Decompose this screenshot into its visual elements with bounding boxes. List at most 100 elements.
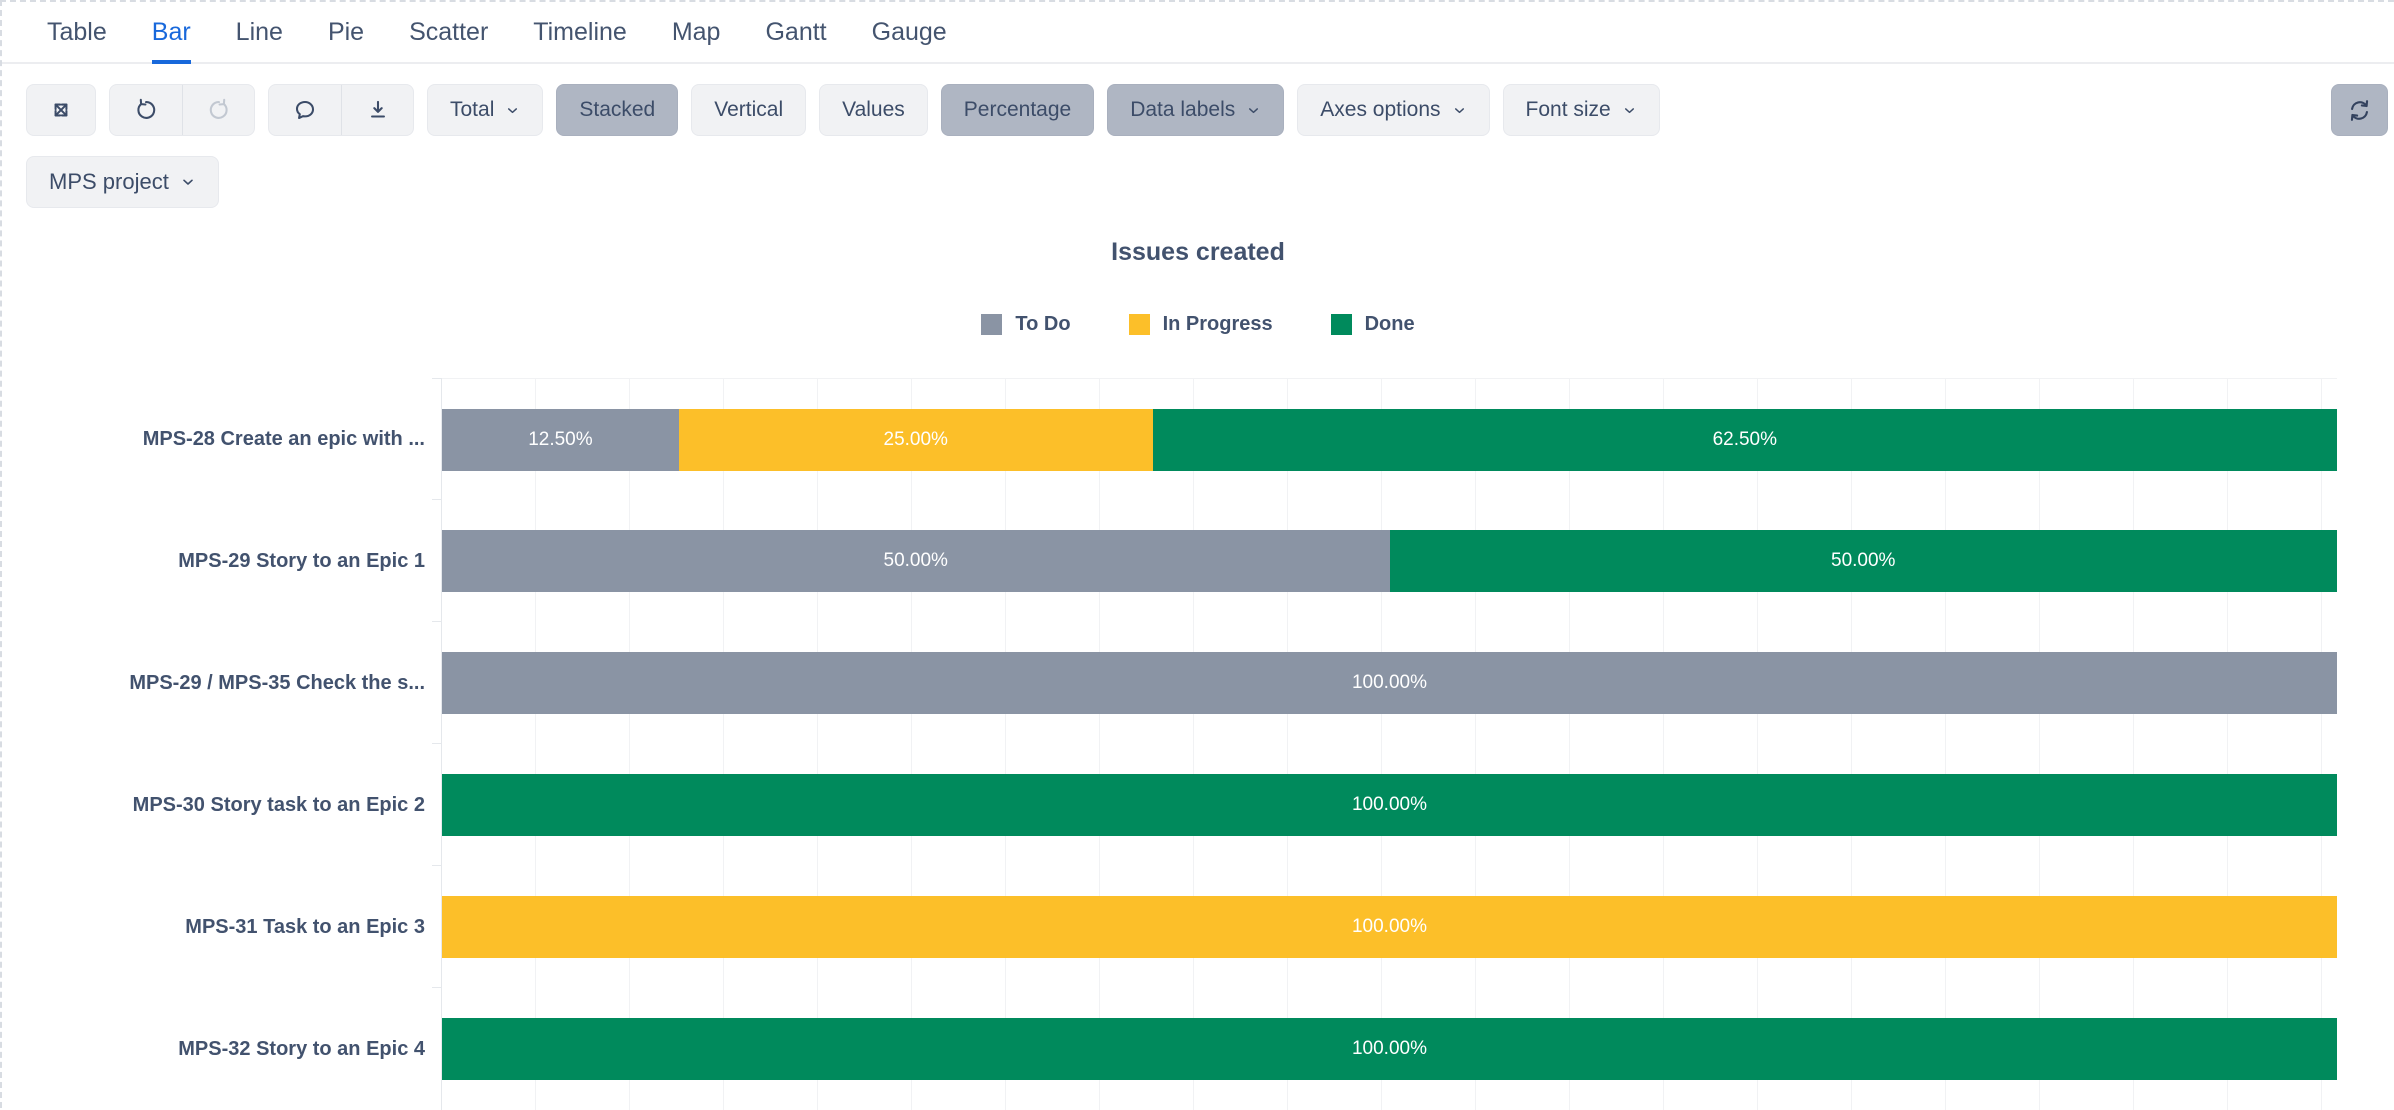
bar-segment[interactable]: 50.00%: [1389, 530, 2337, 592]
bar-segment[interactable]: 100.00%: [442, 774, 2337, 836]
data-labels-dropdown-label: Data labels: [1130, 98, 1236, 121]
data-labels-dropdown[interactable]: Data labels: [1107, 84, 1285, 136]
legend-item[interactable]: In Progress: [1128, 313, 1273, 336]
legend-item[interactable]: Done: [1330, 313, 1415, 336]
stacked-bar: 100.00%: [442, 896, 2337, 958]
chart-title: Issues created: [1111, 238, 1285, 266]
refresh-icon: [2346, 97, 2373, 124]
stacked-bar: 100.00%: [442, 774, 2337, 836]
plot-area: MPS-28 Create an epic with ... 12.50% 25.0…: [2, 378, 2337, 1110]
chart-legend: To Do In Progress Done: [2, 313, 2394, 336]
total-dropdown-label: Total: [450, 98, 495, 121]
chart-row: MPS-28 Create an epic with ... 12.50% 25.0…: [2, 378, 2337, 500]
bar-segment-label: 25.00%: [883, 429, 948, 450]
tab-timeline[interactable]: Timeline: [533, 18, 627, 46]
chevron-down-icon: [180, 174, 196, 190]
bar-track: 100.00%: [432, 865, 2337, 988]
bar-segment-label: 100.00%: [1351, 1038, 1427, 1059]
stacked-bar: 12.50% 25.00% 62.50%: [442, 409, 2337, 471]
tab-table[interactable]: Table: [47, 18, 107, 46]
legend-label: To Do: [1015, 313, 1071, 335]
chevron-down-icon: [505, 103, 520, 118]
vertical-toggle-label: Vertical: [714, 98, 784, 121]
bar-segment[interactable]: 100.00%: [442, 652, 2337, 714]
bar-segment[interactable]: 62.50%: [1152, 409, 2337, 471]
redo-button[interactable]: [182, 85, 254, 135]
chart-row: MPS-31 Task to an Epic 3 100.00%: [2, 865, 2337, 988]
bar-track: 100.00%: [432, 621, 2337, 744]
legend-label: In Progress: [1162, 313, 1273, 335]
comment-button[interactable]: [269, 85, 341, 135]
chevron-down-icon: [1246, 103, 1261, 118]
tab-pie[interactable]: Pie: [327, 18, 365, 46]
category-label: MPS-31 Task to an Epic 3: [185, 915, 425, 938]
undo-redo-group: [109, 84, 255, 136]
values-toggle[interactable]: Values: [819, 84, 928, 136]
bar-segment[interactable]: 25.00%: [678, 409, 1153, 471]
bar-segment[interactable]: 50.00%: [442, 530, 1390, 592]
values-toggle-label: Values: [842, 98, 905, 121]
bar-track: 50.00% 50.00%: [432, 499, 2337, 622]
category-label: MPS-30 Story task to an Epic 2: [132, 793, 425, 816]
legend-label: Done: [1364, 313, 1415, 335]
percentage-toggle[interactable]: Percentage: [940, 84, 1095, 136]
comment-icon: [292, 97, 318, 123]
bar-segment[interactable]: 12.50%: [442, 409, 679, 471]
legend-item[interactable]: To Do: [981, 313, 1071, 336]
expand-button[interactable]: [26, 84, 96, 136]
stacked-toggle-label: Stacked: [579, 98, 656, 121]
bar-segment-label: 100.00%: [1351, 916, 1427, 937]
stacked-toggle[interactable]: Stacked: [556, 84, 679, 136]
tab-map[interactable]: Map: [671, 18, 721, 46]
chart-row: MPS-29 / MPS-35 Check the s... 100.00%: [2, 621, 2337, 744]
bar-segment-label: 50.00%: [883, 550, 948, 571]
undo-icon: [133, 97, 159, 123]
bar-segment[interactable]: 100.00%: [442, 896, 2337, 958]
chart-row: MPS-30 Story task to an Epic 2 100.00%: [2, 743, 2337, 866]
bar-segment-label: 100.00%: [1351, 672, 1427, 693]
bar-segment-label: 62.50%: [1712, 429, 1778, 450]
chevron-down-icon: [1452, 103, 1467, 118]
stacked-bar: 100.00%: [442, 652, 2337, 714]
category-label: MPS-29 Story to an Epic 1: [178, 549, 425, 572]
redo-icon: [206, 97, 232, 123]
bar-track: 100.00%: [432, 987, 2337, 1110]
tab-gauge[interactable]: Gauge: [871, 18, 947, 46]
stacked-bar: 100.00%: [442, 1018, 2337, 1080]
total-dropdown[interactable]: Total: [427, 84, 544, 136]
tab-scatter[interactable]: Scatter: [409, 18, 489, 46]
expand-icon: [48, 97, 74, 123]
tab-gantt[interactable]: Gantt: [765, 18, 827, 46]
chart-row: MPS-32 Story to an Epic 4 100.00%: [2, 987, 2337, 1110]
refresh-button[interactable]: [2331, 84, 2388, 136]
undo-button[interactable]: [110, 85, 182, 135]
download-button[interactable]: [341, 85, 413, 135]
project-selector-label: MPS project: [49, 169, 169, 194]
chart-type-tabbar: Table Bar Line Pie Scatter Timeline Map …: [2, 2, 2394, 64]
chart-row: MPS-29 Story to an Epic 1 50.00% 50.00%: [2, 499, 2337, 622]
category-label: MPS-32 Story to an Epic 4: [178, 1037, 425, 1060]
font-size-dropdown-label: Font size: [1525, 98, 1611, 121]
bar-track: 100.00%: [432, 743, 2337, 866]
percentage-toggle-label: Percentage: [963, 98, 1072, 121]
bar-segment[interactable]: 100.00%: [442, 1018, 2337, 1080]
bar-segment-label: 100.00%: [1351, 794, 1427, 815]
tab-line[interactable]: Line: [235, 18, 283, 46]
bar-segment-label: 12.50%: [528, 429, 593, 450]
filter-row: MPS project: [2, 136, 2394, 208]
legend-swatch-icon: [1128, 314, 1150, 335]
chart-toolbar: Total Stacked Vertical Values Percentage…: [2, 64, 2394, 136]
project-selector-dropdown[interactable]: MPS project: [26, 156, 219, 208]
bar-segment-label: 50.00%: [1831, 550, 1896, 571]
bar-track: 12.50% 25.00% 62.50%: [432, 378, 2337, 500]
stacked-bar: 50.00% 50.00%: [442, 530, 2337, 592]
legend-swatch-icon: [981, 314, 1003, 335]
tab-bar[interactable]: Bar: [151, 18, 191, 64]
download-icon: [365, 97, 391, 123]
vertical-toggle[interactable]: Vertical: [691, 84, 807, 136]
comment-download-group: [268, 84, 414, 136]
chevron-down-icon: [1622, 103, 1637, 118]
axes-options-dropdown-label: Axes options: [1320, 98, 1441, 121]
axes-options-dropdown[interactable]: Axes options: [1297, 84, 1490, 136]
font-size-dropdown[interactable]: Font size: [1502, 84, 1660, 136]
